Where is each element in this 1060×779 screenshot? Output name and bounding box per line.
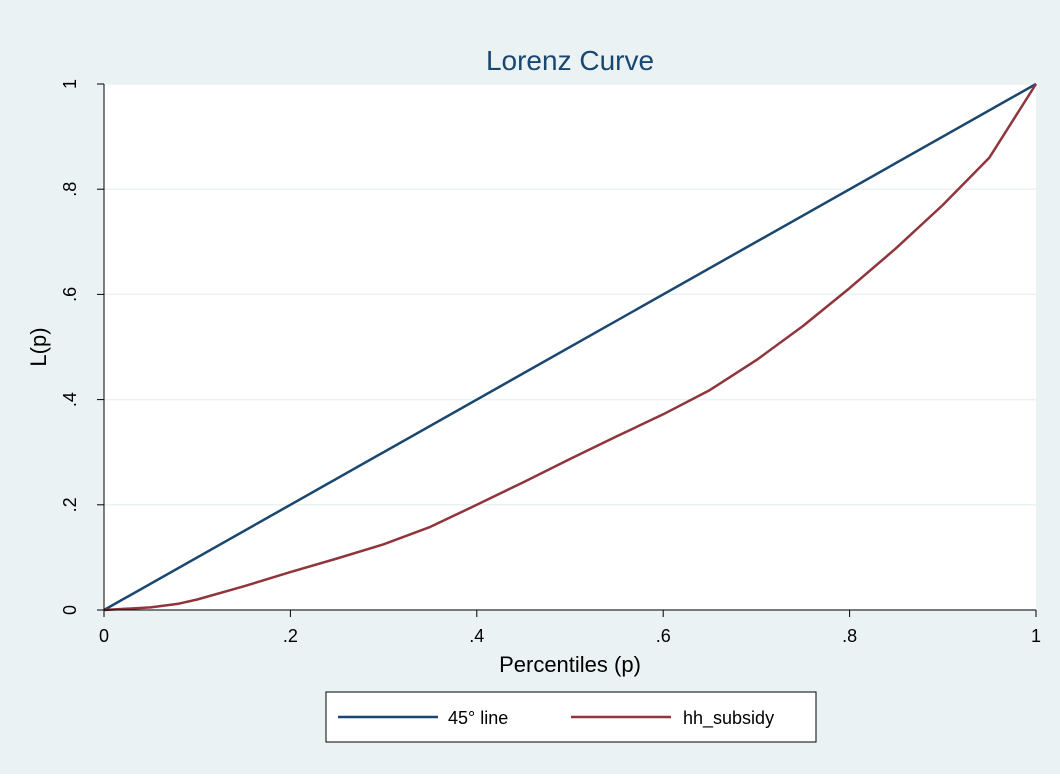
x-tick-label: .6 xyxy=(656,626,671,646)
y-axis-title: L(p) xyxy=(26,327,51,366)
legend: 45° line hh_subsidy xyxy=(325,691,817,743)
y-ticks: 0 .2 .4 .6 .8 1 xyxy=(60,79,104,615)
y-tick-label: .6 xyxy=(60,287,80,302)
series-lines xyxy=(103,82,1038,612)
x-tick-label: 0 xyxy=(99,626,109,646)
x-tick-label: .4 xyxy=(469,626,484,646)
x-tick-label: .8 xyxy=(842,626,857,646)
x-ticks: 0 .2 .4 .6 .8 1 xyxy=(99,610,1041,646)
y-tick-label: .4 xyxy=(60,392,80,407)
x-tick-label: 1 xyxy=(1031,626,1041,646)
y-tick-label: 1 xyxy=(60,79,80,89)
series-line-0 xyxy=(103,82,1037,612)
y-tick-label: .8 xyxy=(60,182,80,197)
x-tick-label: .2 xyxy=(283,626,298,646)
x-axis-title: Percentiles (p) xyxy=(499,652,641,677)
legend-label-hh-subsidy: hh_subsidy xyxy=(683,708,774,729)
y-tick-label: 0 xyxy=(60,605,80,615)
y-tick-label: .2 xyxy=(60,497,80,512)
legend-label-45-line: 45° line xyxy=(448,708,508,728)
series-line-1 xyxy=(103,83,1038,612)
chart-title: Lorenz Curve xyxy=(486,45,654,76)
axes xyxy=(103,84,1036,611)
